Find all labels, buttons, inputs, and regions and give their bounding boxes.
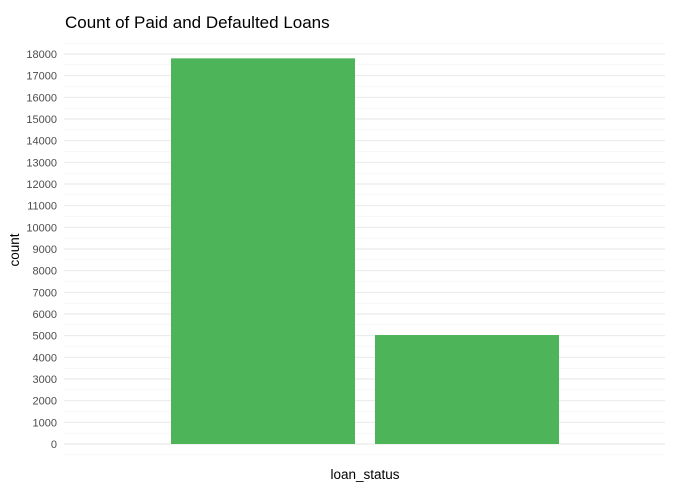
x-axis-title: loan_status: [330, 467, 399, 482]
y-tick-label: 12000: [26, 179, 57, 191]
y-tick-label: 11000: [27, 201, 57, 213]
y-tick-label: 3000: [33, 374, 57, 386]
y-axis-ticks: 0 1000 2000 3000 4000 5000 6000 7000 8000 9000 100…: [26, 49, 57, 451]
bars-group: [171, 58, 559, 444]
bar-1: [171, 58, 355, 444]
y-tick-label: 1000: [33, 417, 57, 429]
y-tick-label: 0: [51, 439, 57, 451]
y-tick-label: 2000: [33, 396, 57, 408]
bar-2: [375, 335, 559, 444]
y-tick-label: 15000: [26, 114, 57, 126]
y-tick-label: 10000: [26, 222, 57, 234]
y-tick-label: 7000: [33, 287, 57, 299]
y-tick-label: 9000: [33, 244, 57, 256]
chart-title: Count of Paid and Defaulted Loans: [65, 13, 330, 32]
y-tick-label: 13000: [26, 157, 57, 169]
y-tick-label: 14000: [26, 136, 57, 148]
y-tick-label: 4000: [33, 352, 57, 364]
y-tick-label: 8000: [33, 266, 57, 278]
y-tick-label: 5000: [33, 331, 57, 343]
y-tick-label: 16000: [26, 92, 57, 104]
y-tick-label: 18000: [26, 49, 57, 61]
y-tick-label: 17000: [26, 71, 57, 83]
y-tick-label: 6000: [33, 309, 57, 321]
y-axis-title: count: [7, 233, 22, 266]
gridlines: [64, 42, 665, 456]
